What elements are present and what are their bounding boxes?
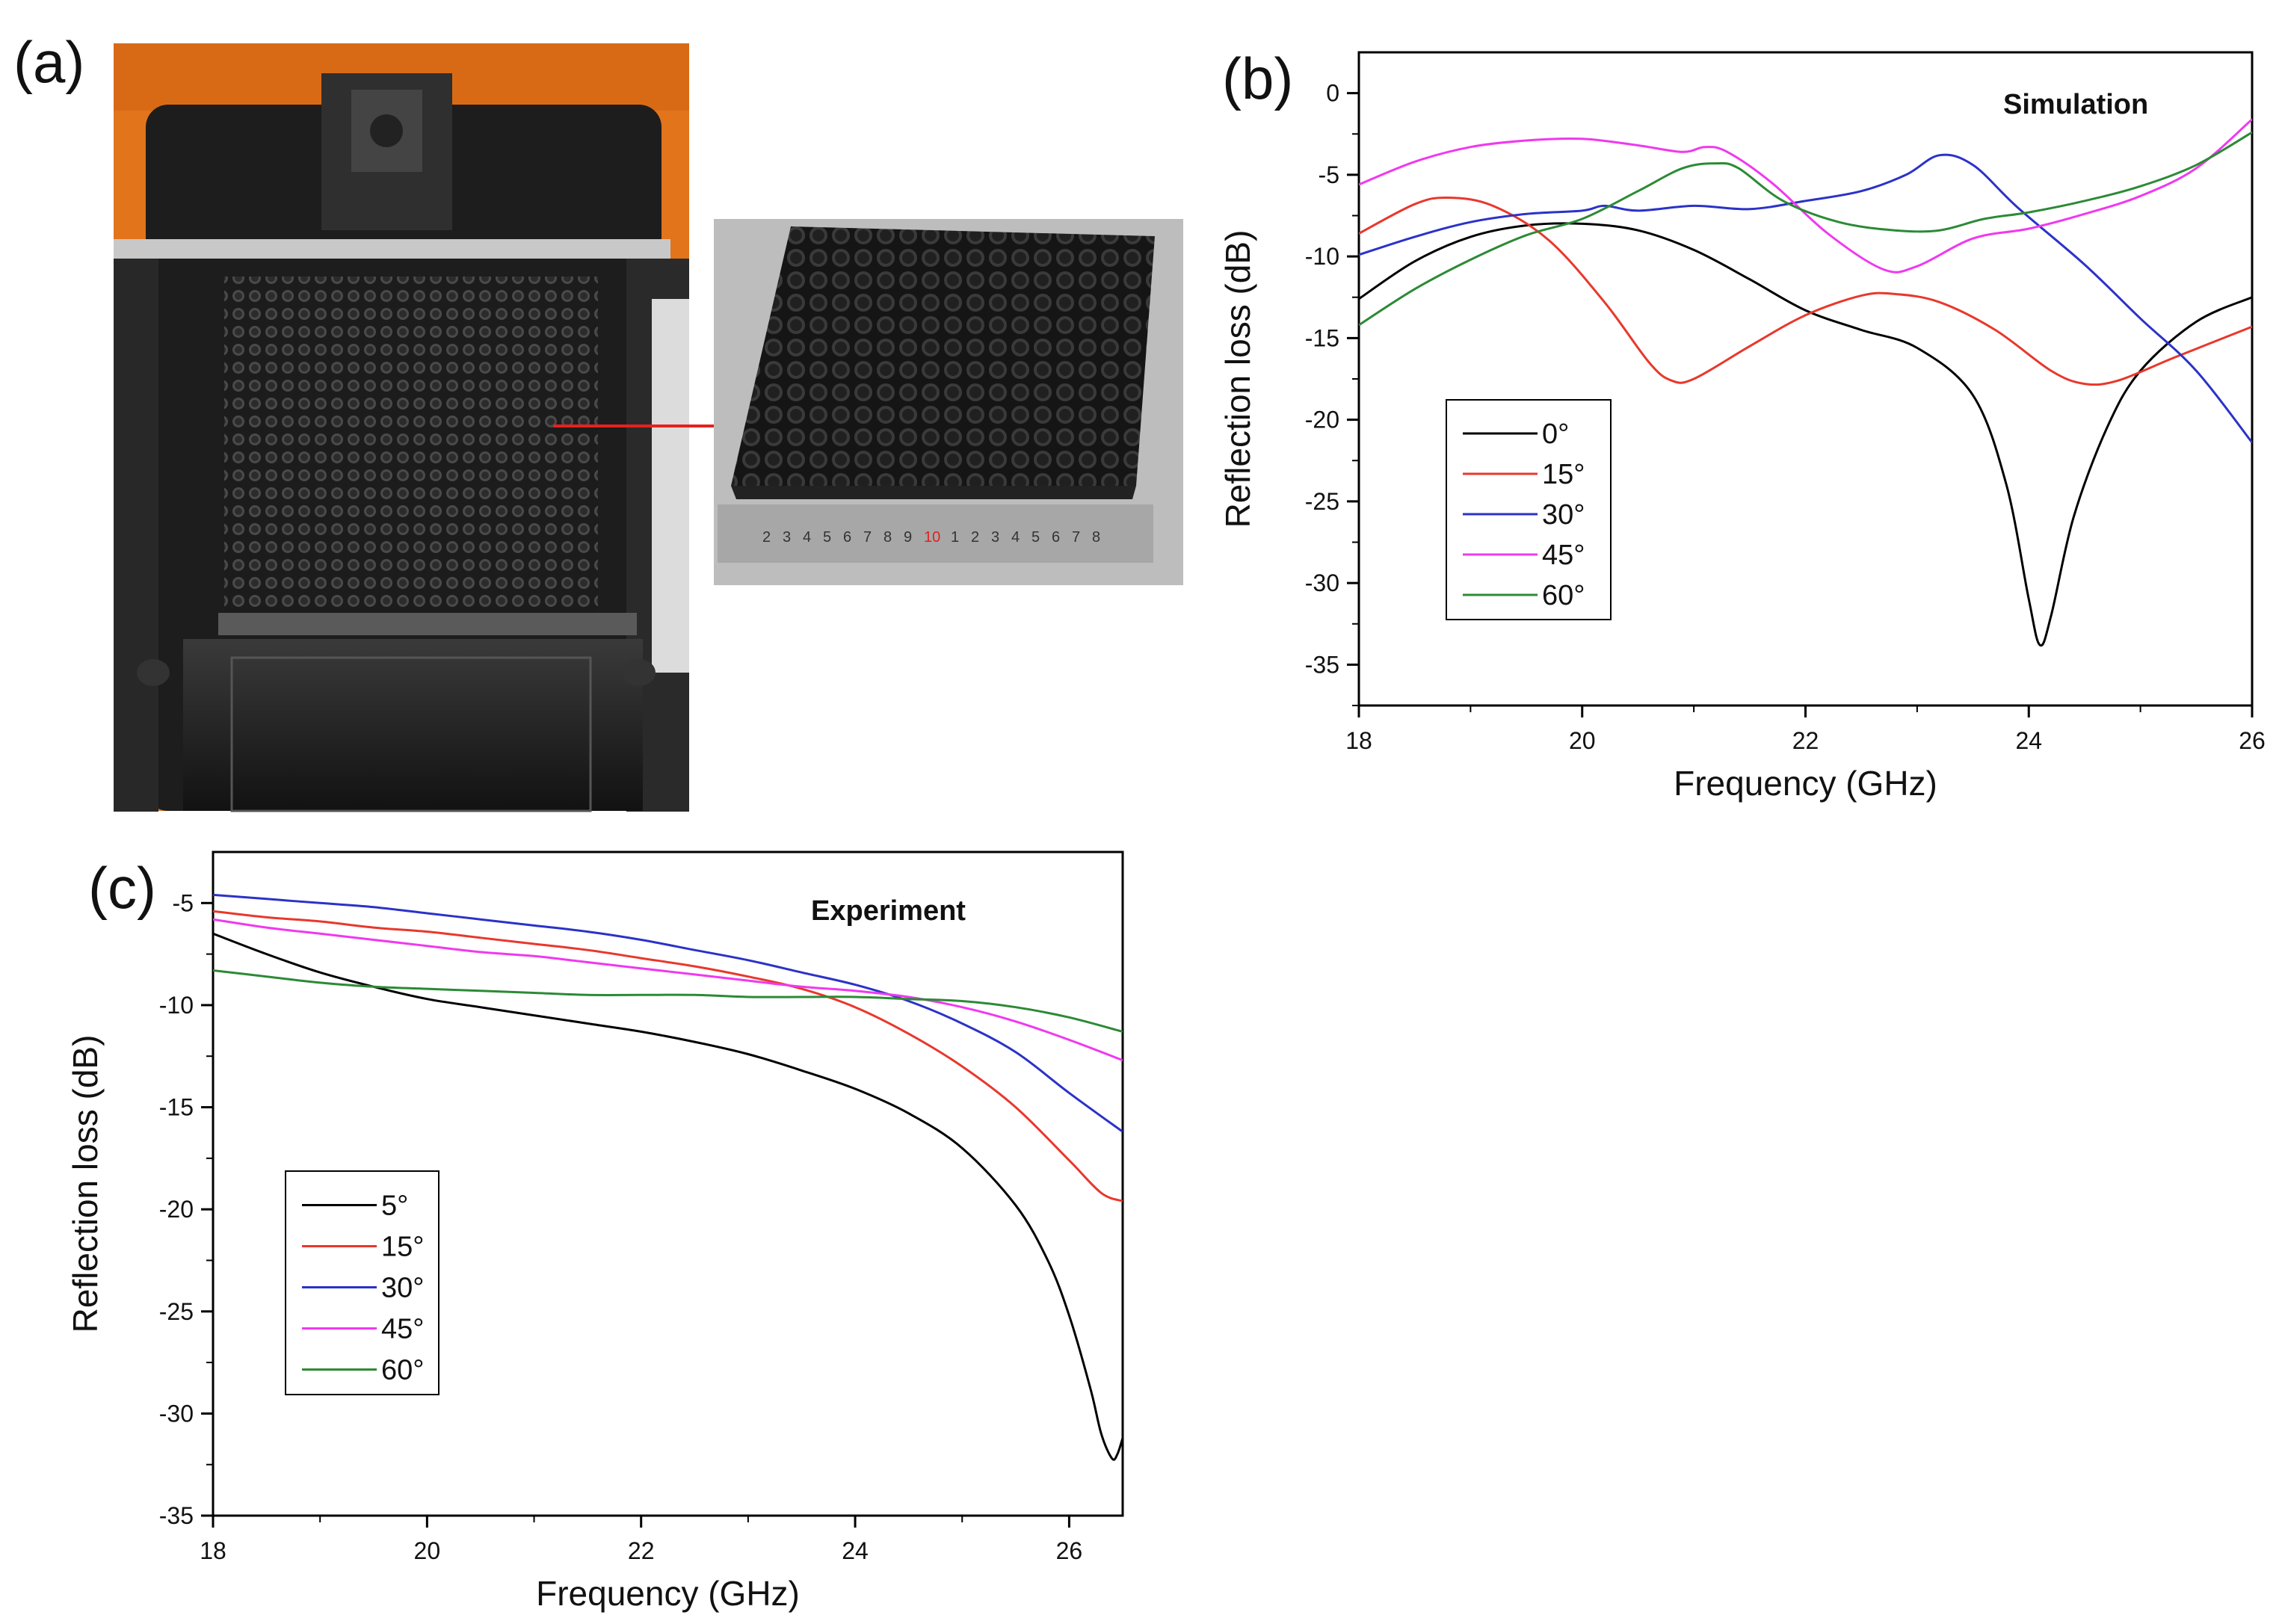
y-tick-label: -10: [159, 992, 194, 1019]
panel-a-label: (a): [13, 29, 85, 95]
legend-label: 45°: [1542, 540, 1585, 571]
x-tick-label: 18: [1345, 727, 1372, 754]
ruler-digit: 2: [971, 529, 979, 546]
x-axis-label: Frequency (GHz): [536, 1574, 800, 1613]
x-tick-label: 26: [2239, 727, 2266, 754]
series-line-45°: [213, 918, 1123, 1062]
ruler-digit: 7: [863, 529, 872, 546]
y-tick-label: -25: [159, 1298, 194, 1325]
series-line-30°: [1359, 153, 2252, 444]
x-tick-label: 20: [1569, 727, 1596, 754]
legend-box: [285, 1170, 440, 1395]
plot-frame: [212, 850, 1124, 1517]
y-tick-label: -5: [173, 889, 194, 916]
series-line-60°: [1359, 131, 2252, 327]
ruler-digit: 3: [783, 529, 791, 546]
ruler-digit: 8: [883, 529, 892, 546]
ruler-digit: 3: [991, 529, 999, 546]
ruler-digit: 5: [823, 529, 831, 546]
y-tick-label: -30: [1305, 569, 1339, 596]
y-tick-label: -35: [159, 1502, 194, 1529]
ruler-digit: 6: [1052, 529, 1060, 546]
x-tick-label: 20: [414, 1537, 441, 1564]
legend-label: 45°: [381, 1314, 424, 1345]
sample-photo: 2 3 4 5 6 7 8 9 10 1 2 3 4 5 6 7 8: [714, 219, 1183, 585]
x-tick-label: 24: [842, 1537, 869, 1564]
y-tick-label: 0: [1326, 80, 1339, 107]
y-tick-label: -20: [159, 1196, 194, 1223]
series-line-30°: [213, 893, 1123, 1133]
legend-label: 15°: [1542, 459, 1585, 490]
x-tick-label: 22: [628, 1537, 655, 1564]
series-line-5°: [213, 932, 1123, 1461]
x-tick-label: 24: [2015, 727, 2042, 754]
ruler-digit: 4: [803, 529, 811, 546]
ruler-digit: 2: [762, 529, 771, 546]
y-tick-label: -15: [1305, 324, 1339, 351]
x-tick-label: 26: [1056, 1537, 1083, 1564]
y-tick-label: -10: [1305, 243, 1339, 270]
chart-title: Simulation: [2003, 89, 2148, 120]
y-tick-label: -25: [1305, 488, 1339, 515]
y-tick-label: -15: [159, 1094, 194, 1121]
series-line-15°: [1359, 196, 2252, 386]
x-axis-label: Frequency (GHz): [1674, 764, 1937, 803]
x-tick-label: 18: [200, 1537, 226, 1564]
legend-box: [1446, 399, 1612, 620]
resin-tray: [183, 639, 643, 811]
series-line-15°: [213, 910, 1123, 1202]
y-tick-label: -30: [159, 1400, 194, 1427]
ruler-digit: 8: [1092, 529, 1100, 546]
y-tick-label: -20: [1305, 407, 1339, 433]
legend-label: 60°: [1542, 580, 1585, 611]
ruler-digit: 5: [1031, 529, 1040, 546]
printed-absorber-sample: [731, 226, 1155, 486]
legend-label: 0°: [1542, 419, 1569, 450]
legend-label: 60°: [381, 1355, 424, 1386]
legend-label: 30°: [381, 1273, 424, 1304]
y-axis-label: Reflection loss (dB): [1218, 230, 1257, 528]
ruler-digit: 1: [951, 529, 959, 546]
x-tick-label: 22: [1792, 727, 1819, 754]
ruler-digit: 7: [1072, 529, 1080, 546]
y-tick-label: -5: [1319, 161, 1339, 188]
ruler-digit: 4: [1011, 529, 1020, 546]
chart-title: Experiment: [811, 895, 966, 927]
ruler-digit: 6: [843, 529, 851, 546]
legend-label: 5°: [381, 1191, 408, 1222]
y-tick-label: -35: [1305, 651, 1339, 678]
ruler-digit: 9: [904, 529, 912, 546]
series-line-0°: [1359, 222, 2252, 647]
series-line-60°: [213, 969, 1123, 1033]
legend-label: 15°: [381, 1232, 424, 1263]
legend-label: 30°: [1542, 499, 1585, 531]
panel-b-label: (b): [1222, 46, 1294, 111]
y-axis-label: Reflection loss (dB): [66, 1035, 105, 1333]
series-line-45°: [1359, 118, 2252, 274]
panel-c-label: (c): [88, 855, 156, 921]
printed-absorber-on-platform: [224, 277, 598, 613]
ruler: [718, 504, 1153, 563]
ruler-digit: 10: [924, 529, 940, 546]
